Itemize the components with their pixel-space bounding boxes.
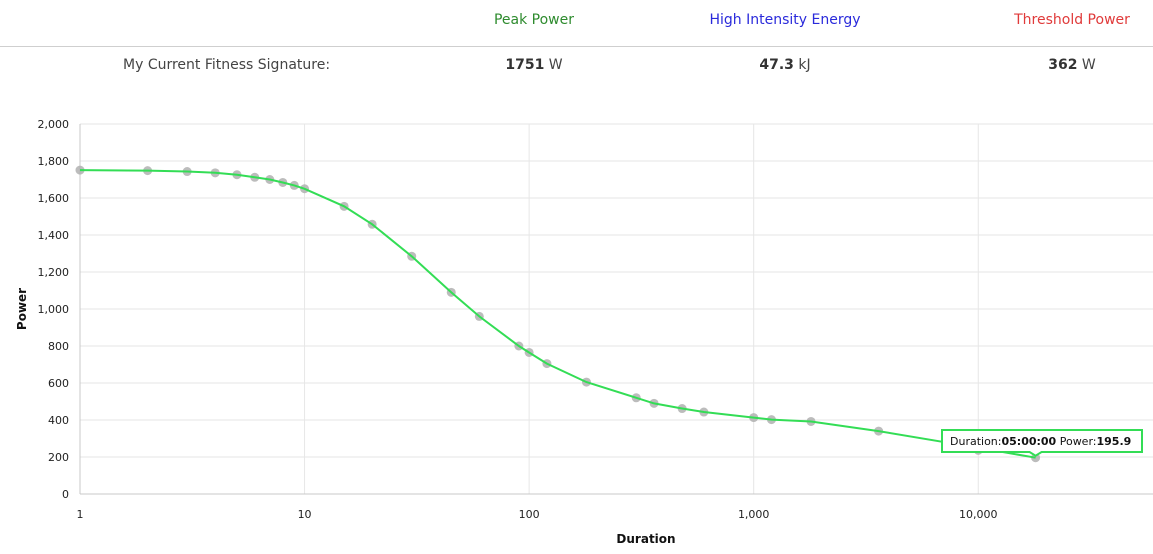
peak-power-unit: W [548, 57, 563, 73]
threshold-power-header: Threshold Power [1014, 12, 1130, 28]
tooltip-power-label: Power: [1060, 435, 1097, 448]
threshold-power-value: 362 W [992, 57, 1152, 73]
x-tick-label: 10 [298, 508, 312, 521]
y-tick-label: 1,200 [38, 266, 70, 279]
x-axis-ticks: 1 10 100 1,000 10,000 [77, 508, 998, 521]
y-tick-label: 1,000 [38, 303, 70, 316]
chart-grid [80, 123, 1153, 494]
energy-unit: kJ [798, 57, 811, 73]
tooltip-power-value: 195.9 [1097, 435, 1132, 448]
tooltip-box [941, 429, 1143, 457]
y-tick-label: 400 [48, 414, 69, 427]
header-divider [0, 46, 1153, 47]
fit-line [79, 169, 1036, 459]
y-tick-label: 600 [48, 377, 69, 390]
y-tick-label: 1,600 [38, 192, 70, 205]
chart-axes [79, 124, 1153, 495]
peak-power-number: 1751 [505, 57, 545, 73]
high-intensity-energy-header: High Intensity Energy [709, 12, 861, 28]
energy-number: 47.3 [759, 57, 794, 73]
y-tick-label: 1,400 [38, 229, 70, 242]
y-tick-label: 200 [48, 451, 69, 464]
x-tick-label: 1 [77, 508, 84, 521]
y-axis-title: Power [15, 288, 29, 330]
x-tick-label: 1,000 [738, 508, 770, 521]
tooltip-duration-value: 05:00:00 [1001, 435, 1056, 448]
threshold-number: 362 [1048, 57, 1078, 73]
chart-tooltip: Duration:05:00:00 Power:195.9 [941, 429, 1143, 457]
x-tick-label: 10,000 [959, 508, 998, 521]
fitness-signature-label: My Current Fitness Signature: [123, 57, 331, 73]
data-point [75, 165, 85, 175]
data-points [75, 165, 1041, 463]
y-tick-label: 800 [48, 340, 69, 353]
y-tick-label: 0 [62, 488, 69, 501]
y-axis-ticks: 0 200 400 600 800 1,000 1,200 1,400 1,600 1,800 2,… [38, 118, 70, 501]
peak-power-header: Peak Power [493, 12, 575, 28]
x-axis-title: Duration [616, 532, 675, 546]
y-tick-label: 1,800 [38, 155, 70, 168]
tooltip-duration-label: Duration: [950, 435, 1001, 448]
peak-power-value: 1751 W [454, 57, 614, 73]
high-intensity-energy-value: 47.3 kJ [705, 57, 865, 73]
y-tick-label: 2,000 [38, 118, 70, 131]
tooltip-text: Duration:05:00:00 Power:195.9 [950, 435, 1131, 448]
x-tick-label: 100 [519, 508, 540, 521]
threshold-unit: W [1081, 57, 1096, 73]
